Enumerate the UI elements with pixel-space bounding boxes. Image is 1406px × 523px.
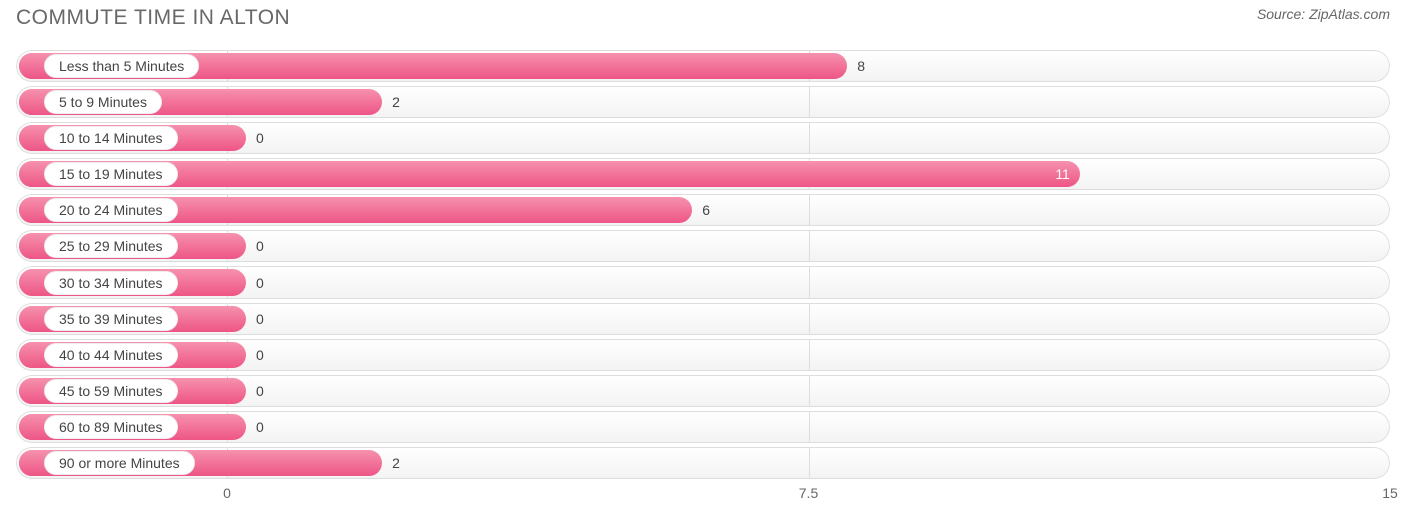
value-label: 11 — [1055, 166, 1070, 182]
value-label: 0 — [256, 130, 264, 146]
category-label: 30 to 34 Minutes — [44, 271, 178, 295]
category-label: 25 to 29 Minutes — [44, 234, 178, 258]
value-label: 0 — [256, 419, 264, 435]
value-label: 6 — [702, 202, 710, 218]
category-label: 20 to 24 Minutes — [44, 198, 178, 222]
value-label: 0 — [256, 311, 264, 327]
chart-plot-area: Less than 5 Minutes 8 5 to 9 Minutes 2 10 to… — [16, 50, 1390, 479]
bar-row: 90 or more Minutes 2 — [16, 447, 1390, 479]
bar-row: 60 to 89 Minutes 0 — [16, 411, 1390, 443]
gridline — [809, 194, 810, 226]
value-label: 0 — [256, 238, 264, 254]
category-label: 5 to 9 Minutes — [44, 90, 162, 114]
source-name: ZipAtlas.com — [1309, 6, 1390, 22]
value-label: 2 — [392, 455, 400, 471]
chart-header: COMMUTE TIME IN ALTON Source: ZipAtlas.c… — [0, 0, 1406, 40]
bar-row: 45 to 59 Minutes 0 — [16, 375, 1390, 407]
gridline — [809, 122, 810, 154]
category-label: Less than 5 Minutes — [44, 54, 199, 78]
gridline — [809, 86, 810, 118]
axis-tick: 0 — [223, 485, 231, 501]
category-label: 10 to 14 Minutes — [44, 126, 178, 150]
value-label: 8 — [857, 58, 865, 74]
gridline — [809, 230, 810, 262]
bar-row: 30 to 34 Minutes 0 — [16, 266, 1390, 298]
bar-row: 5 to 9 Minutes 2 — [16, 86, 1390, 118]
category-label: 60 to 89 Minutes — [44, 415, 178, 439]
gridline — [809, 411, 810, 443]
value-label: 0 — [256, 275, 264, 291]
bar-row: 40 to 44 Minutes 0 — [16, 339, 1390, 371]
category-label: 45 to 59 Minutes — [44, 379, 178, 403]
value-label: 0 — [256, 347, 264, 363]
gridline — [809, 266, 810, 298]
bar-row: Less than 5 Minutes 8 — [16, 50, 1390, 82]
category-label: 35 to 39 Minutes — [44, 307, 178, 331]
bar-row: 10 to 14 Minutes 0 — [16, 122, 1390, 154]
bar-row: 35 to 39 Minutes 0 — [16, 303, 1390, 335]
gridline — [809, 375, 810, 407]
bar-fill — [19, 161, 1080, 187]
x-axis: 07.515 — [16, 485, 1390, 509]
gridline — [809, 339, 810, 371]
axis-tick: 15 — [1382, 485, 1398, 501]
category-label: 40 to 44 Minutes — [44, 343, 178, 367]
bar-rows: Less than 5 Minutes 8 5 to 9 Minutes 2 10 to… — [16, 50, 1390, 479]
category-label: 90 or more Minutes — [44, 451, 195, 475]
value-label: 2 — [392, 94, 400, 110]
source-attribution: Source: ZipAtlas.com — [1257, 6, 1390, 22]
bar-row: 15 to 19 Minutes 11 — [16, 158, 1390, 190]
gridline — [809, 303, 810, 335]
chart-container: COMMUTE TIME IN ALTON Source: ZipAtlas.c… — [0, 0, 1406, 523]
category-label: 15 to 19 Minutes — [44, 162, 178, 186]
gridline — [809, 447, 810, 479]
chart-title: COMMUTE TIME IN ALTON — [16, 6, 290, 30]
source-prefix: Source: — [1257, 6, 1309, 22]
value-label: 0 — [256, 383, 264, 399]
bar-row: 25 to 29 Minutes 0 — [16, 230, 1390, 262]
axis-tick: 7.5 — [799, 485, 818, 501]
bar-row: 20 to 24 Minutes 6 — [16, 194, 1390, 226]
